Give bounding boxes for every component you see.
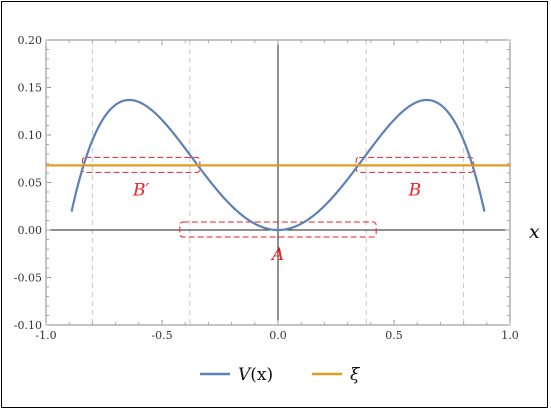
- chart: -1.0 -0.5 0.0 0.5 1.0 0.20 0.15 0.10 0.05 0.00 -0.…: [14, 34, 540, 385]
- x-tick-label: 1.0: [501, 329, 519, 342]
- x-axis-label: x: [529, 221, 540, 243]
- series-line-v: [70, 98, 486, 232]
- x-tick-label: -0.5: [151, 329, 172, 342]
- region-label: B′: [132, 180, 149, 200]
- x-tick-label: 0.0: [269, 329, 287, 342]
- y-tick-label: 0.05: [18, 177, 43, 190]
- legend-label-main: V: [238, 365, 252, 385]
- x-tick-label: -1.0: [35, 329, 56, 342]
- y-tick-label: -0.05: [14, 272, 42, 285]
- legend-label: V(x): [238, 365, 273, 385]
- y-tick-label: 0.15: [18, 82, 43, 95]
- y-tick-label: -0.10: [14, 319, 42, 332]
- legend-label-main: ξ: [350, 365, 361, 385]
- y-tick-label: 0.00: [18, 224, 43, 237]
- x-tick-label: 0.5: [385, 329, 403, 342]
- y-tick-label: 0.10: [18, 129, 43, 142]
- y-tick-label: 0.20: [18, 34, 43, 47]
- region-label: A: [270, 245, 284, 265]
- legend-label: ξ: [350, 365, 361, 385]
- region-label: B: [408, 180, 422, 200]
- chart-frame: -1.0 -0.5 0.0 0.5 1.0 0.20 0.15 0.10 0.05 0.00 -0.…: [1, 1, 548, 408]
- legend-label-rest: (x): [250, 365, 273, 385]
- region-box: [179, 221, 377, 238]
